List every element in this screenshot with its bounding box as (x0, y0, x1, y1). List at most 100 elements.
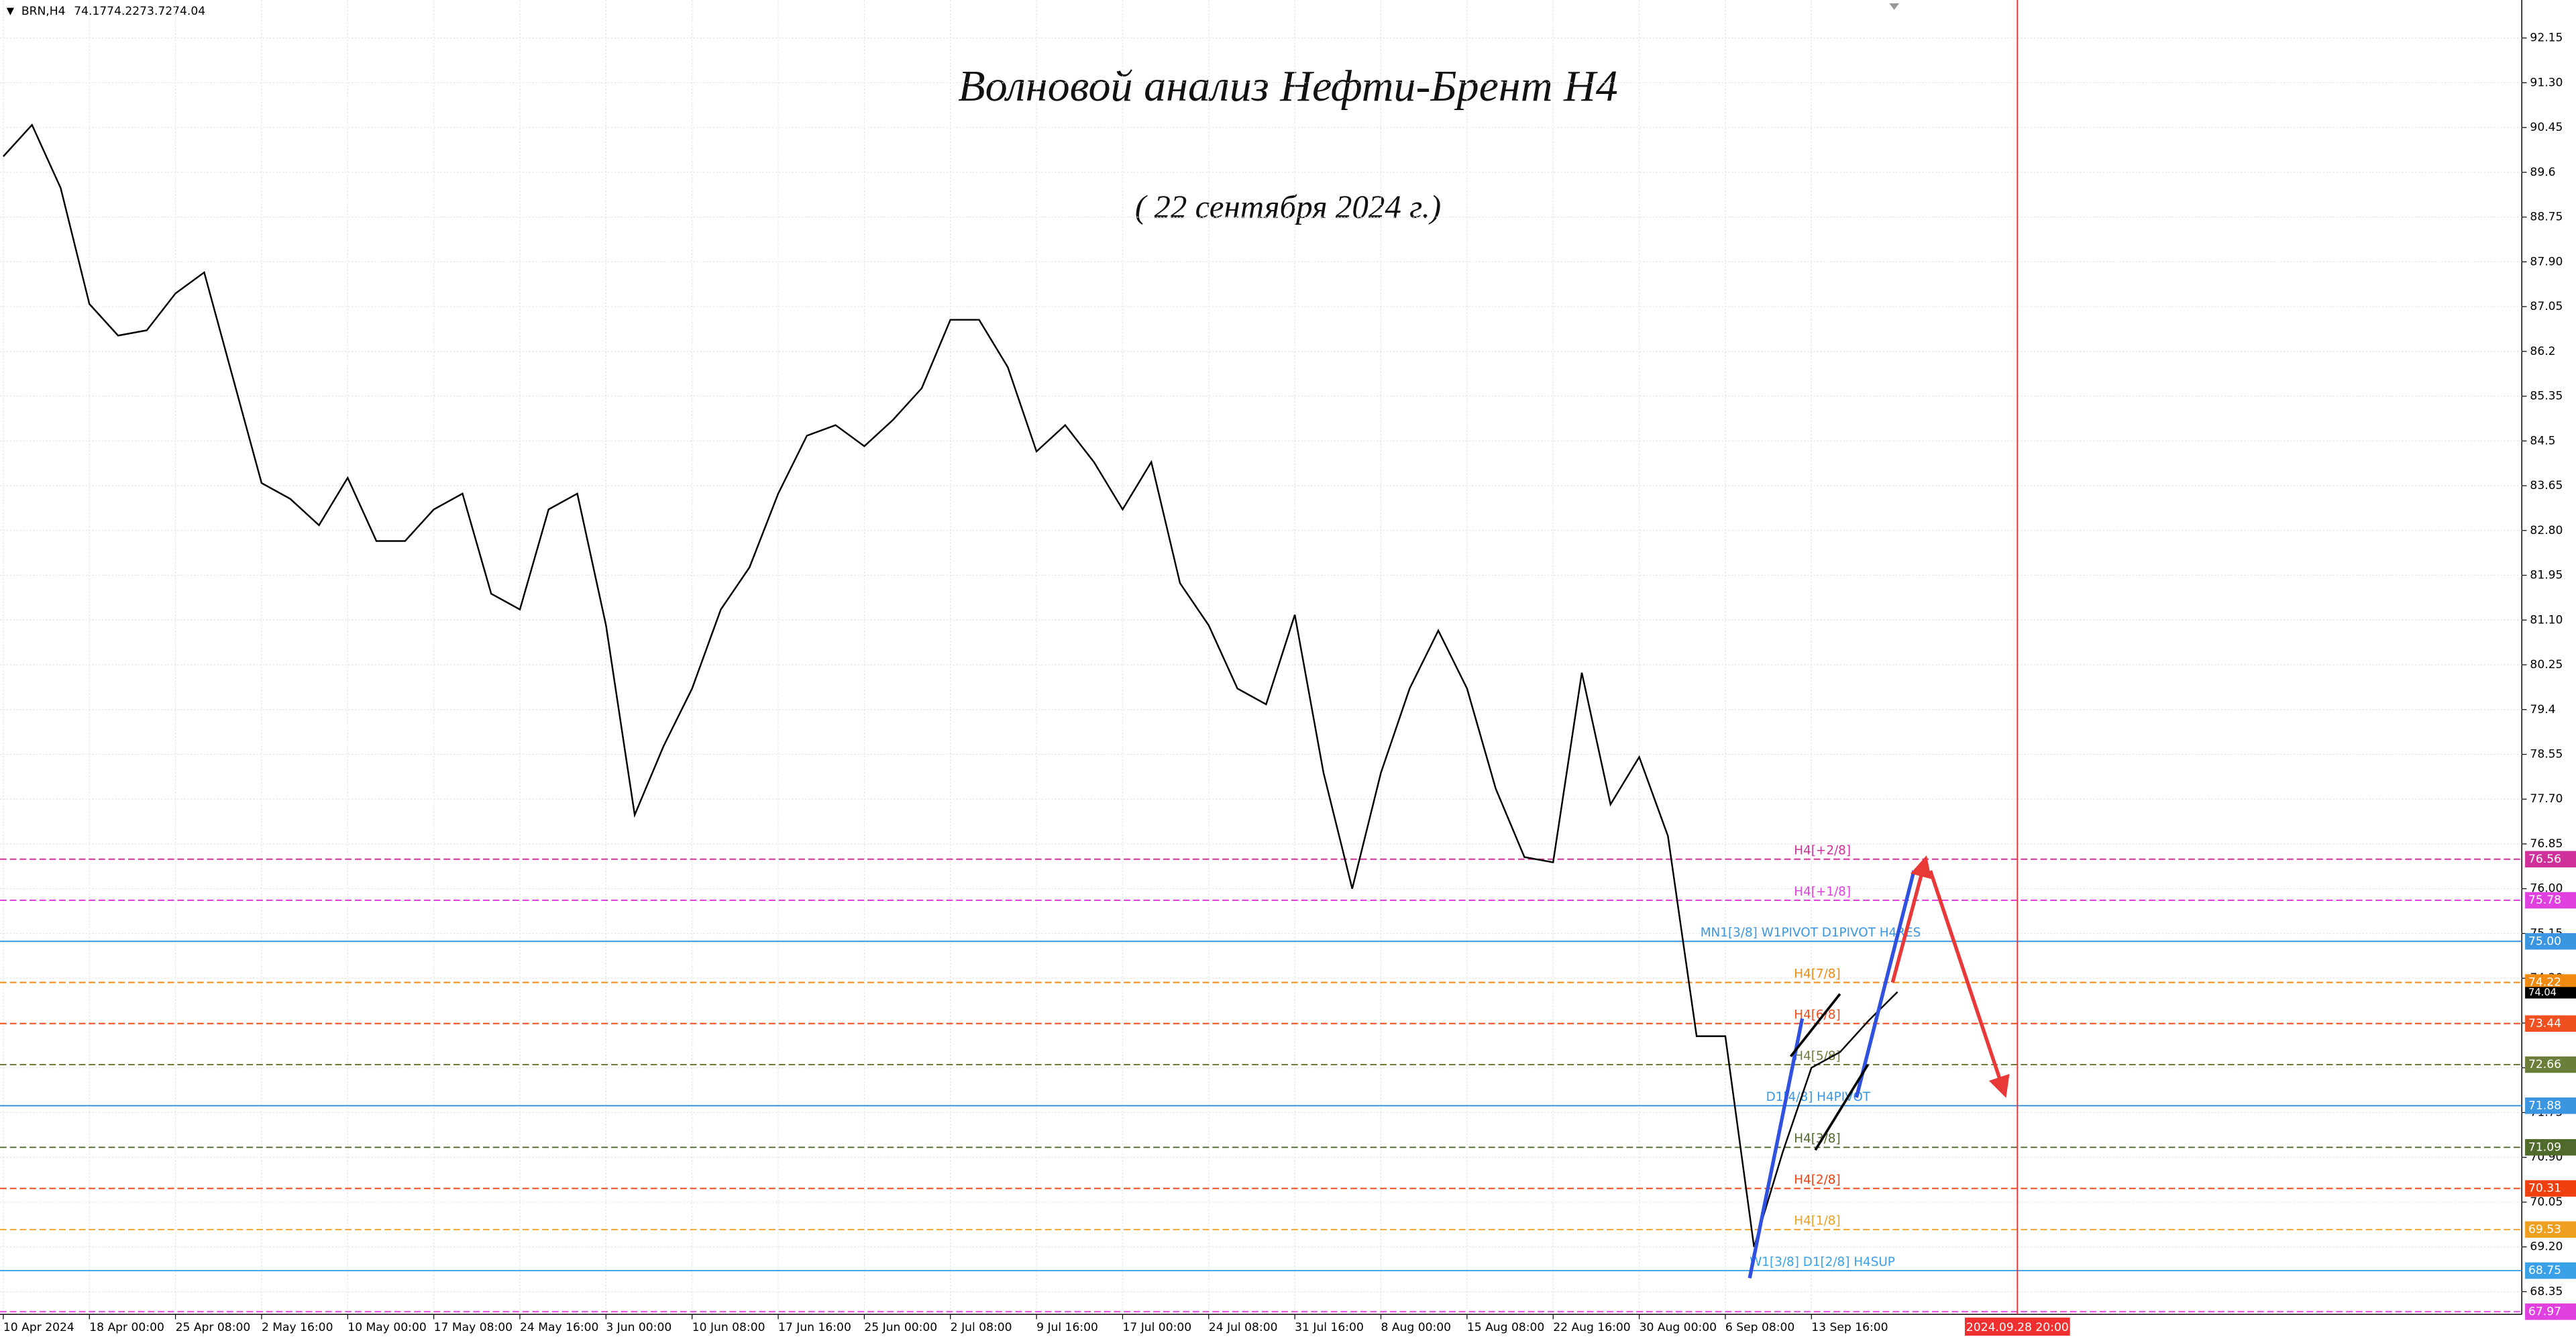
x-tick-label: 22 Aug 16:00 (1553, 1321, 1630, 1334)
level-tag-label: 70.31 (2528, 1182, 2561, 1195)
forecast-arrow (1890, 855, 1932, 983)
x-tick-label: 25 Jun 00:00 (864, 1321, 937, 1334)
y-tick-label: 90.45 (2530, 121, 2563, 134)
channel-line (1789, 993, 1841, 1057)
y-tick-label: 89.6 (2530, 166, 2555, 179)
level-label: H4[+2/8] (1794, 844, 1851, 858)
low: 73.72 (140, 5, 172, 18)
close: 74.04 (172, 5, 205, 18)
level-tag (2525, 1015, 2576, 1032)
y-tick-label: 80.25 (2530, 658, 2563, 672)
chart-subtitle: ( 22 сентября 2024 г.) (1135, 189, 1441, 225)
chart-title: Волновой анализ Нефти-Брент Н4 (958, 62, 1618, 111)
x-tick-label: 18 Apr 00:00 (89, 1321, 164, 1334)
level-tag (2525, 1262, 2576, 1279)
level-label: MN1[3/8] W1PIVOT D1PIVOT H4RES (1701, 926, 1921, 940)
x-tick-label: 31 Jul 16:00 (1295, 1321, 1364, 1334)
y-tick-label: 84.5 (2530, 434, 2555, 447)
shift-marker (1889, 3, 1900, 10)
level-tag (2525, 1180, 2576, 1197)
x-tick-label: 17 Jul 00:00 (1122, 1321, 1191, 1334)
y-tick-label: 86.2 (2530, 345, 2555, 358)
y-tick-label: 87.90 (2530, 255, 2563, 268)
x-tick-label: 2 May 16:00 (262, 1321, 333, 1334)
symbol: BRN,H4 (21, 5, 66, 18)
level-tag-label: 74.22 (2528, 976, 2561, 989)
level-tag-label: 71.09 (2528, 1140, 2561, 1154)
y-tick-label: 68.35 (2530, 1285, 2563, 1298)
y-tick-label: 76.85 (2530, 837, 2563, 851)
y-tick-label: 69.20 (2530, 1240, 2563, 1254)
x-tick-label: 24 Jul 08:00 (1209, 1321, 1278, 1334)
level-label: D1[4/8] H4PIVOT (1766, 1090, 1871, 1104)
level-tag (2525, 1097, 2576, 1114)
current-price-tag (2525, 987, 2576, 999)
level-tag-label: 67.97 (2528, 1305, 2561, 1318)
annotations (1748, 855, 2010, 1279)
level-label: H4[+1/8] (1794, 885, 1851, 899)
y-tick-label: 78.55 (2530, 748, 2563, 761)
y-tick-label: 85.35 (2530, 390, 2563, 403)
level-tag-label: 73.44 (2528, 1017, 2561, 1030)
y-tick-label: 77.70 (2530, 792, 2563, 806)
x-tick-label: 30 Aug 00:00 (1640, 1321, 1717, 1334)
y-tick-label: 92.15 (2530, 32, 2563, 45)
y-tick-label: 70.05 (2530, 1195, 2563, 1209)
x-tick-label: 10 Apr 2024 (3, 1321, 74, 1334)
level-label: H4[2/8] (1794, 1173, 1840, 1187)
x-tick-label: 15 Aug 08:00 (1467, 1321, 1544, 1334)
wave-line (1748, 1018, 1805, 1279)
x-tick-label: 6 Sep 08:00 (1725, 1321, 1794, 1334)
price-line (2, 123, 1898, 1248)
y-tick-label: 88.75 (2530, 211, 2563, 224)
x-tick-label: 24 May 16:00 (520, 1321, 598, 1334)
level-label: H4[5/8] (1794, 1049, 1840, 1063)
x-tick-label: 9 Jul 16:00 (1036, 1321, 1098, 1334)
high: 74.22 (107, 5, 140, 18)
y-tick-label: 81.10 (2530, 613, 2563, 627)
forecast-arrow (1928, 870, 2010, 1098)
x-tick-label: 2 Jul 08:00 (951, 1321, 1012, 1334)
y-tick-label: 76.00 (2530, 882, 2563, 896)
level-tag-label: 76.56 (2528, 853, 2561, 866)
y-tick-label: 82.80 (2530, 524, 2563, 537)
x-tick-label: 17 Jun 16:00 (778, 1321, 851, 1334)
x-tick-label: 25 Apr 08:00 (176, 1321, 251, 1334)
y-tick-label: 79.4 (2530, 703, 2555, 716)
level-tag (2525, 933, 2576, 950)
wave-line (1854, 870, 1916, 1098)
x-tick-label: 13 Sep 16:00 (1811, 1321, 1888, 1334)
level-tag-label: 69.53 (2528, 1223, 2561, 1236)
level-label: H4[6/8] (1794, 1008, 1840, 1022)
level-tag-label: 75.00 (2528, 934, 2561, 948)
header-arrow: ▼ (7, 5, 15, 17)
time-marker-tag (1964, 1318, 2070, 1336)
level-tag (2525, 1056, 2576, 1073)
x-tick-label: 17 May 08:00 (434, 1321, 513, 1334)
x-tick-label: 8 Aug 00:00 (1381, 1321, 1452, 1334)
current-price-label: 74.04 (2528, 987, 2557, 998)
level-tag (2525, 1221, 2576, 1238)
y-tick-label: 91.30 (2530, 76, 2563, 89)
x-tick-label: 10 Jun 08:00 (692, 1321, 765, 1334)
level-tag-label: 71.88 (2528, 1099, 2561, 1112)
y-tick-label: 87.05 (2530, 300, 2563, 313)
level-label: H4[3/8] (1794, 1132, 1840, 1146)
level-tag-label: 68.75 (2528, 1264, 2561, 1277)
level-label: H4[1/8] (1794, 1214, 1840, 1228)
y-tick-label: 83.65 (2530, 479, 2563, 492)
x-tick-label: 10 May 00:00 (347, 1321, 426, 1334)
level-tag-label: 72.66 (2528, 1058, 2561, 1071)
y-tick-label: 81.95 (2530, 569, 2563, 582)
level-tag (2525, 851, 2576, 868)
channel-line (1814, 1064, 1870, 1151)
x-tick-label: 3 Jun 00:00 (606, 1321, 672, 1334)
time-marker-label: 2024.09.28 20:00 (1966, 1321, 2069, 1334)
level-label: W1[3/8] D1[2/8] H4SUP (1750, 1255, 1895, 1269)
level-tag-label: 75.78 (2528, 894, 2561, 907)
open: 74.17 (74, 5, 107, 18)
level-tag (2525, 1303, 2576, 1320)
level-label: H4[7/8] (1794, 967, 1840, 981)
